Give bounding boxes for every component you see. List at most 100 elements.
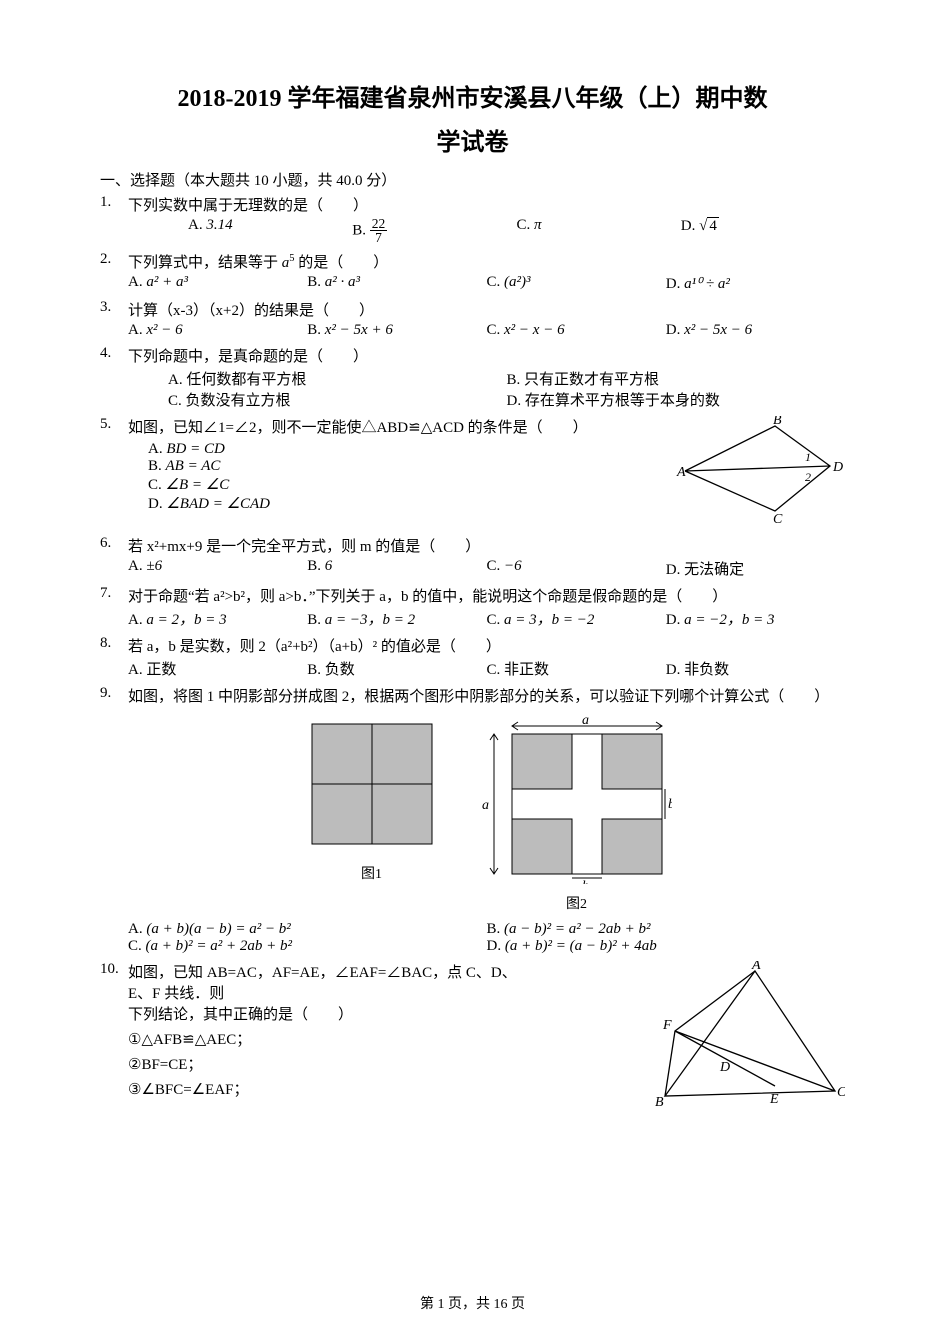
svg-text:1: 1 bbox=[805, 450, 811, 464]
q9-fig1: 图1 bbox=[302, 714, 442, 913]
q3-optA: A. x² − 6 bbox=[128, 322, 307, 339]
svg-text:D: D bbox=[719, 1060, 730, 1075]
svg-text:E: E bbox=[769, 1092, 779, 1107]
q3-number: 3. bbox=[100, 299, 128, 341]
svg-text:D: D bbox=[832, 460, 843, 475]
q9-fig2: a a b bbox=[482, 714, 672, 913]
svg-text:B: B bbox=[655, 1095, 664, 1110]
svg-text:C: C bbox=[837, 1085, 845, 1100]
q9-optB: B. (a − b)² = a² − 2ab + b² bbox=[487, 921, 846, 938]
q1-optA: A. 3.14 bbox=[188, 217, 352, 245]
svg-text:A: A bbox=[676, 465, 686, 480]
q7-optB: B. a = −3，b = 2 bbox=[307, 608, 486, 629]
q3-stem: 计算（x-3）（x+2）的结果是（ ） bbox=[128, 299, 845, 320]
q9-body: 如图，将图 1 中阴影部分拼成图 2，根据两个图形中阴影部分的关系，可以验证下列… bbox=[128, 685, 845, 957]
q6-optA: A. ±6 bbox=[128, 558, 307, 579]
q1-optD: D. 4 bbox=[681, 217, 845, 245]
q7-optD: D. a = −2，b = 3 bbox=[666, 608, 845, 629]
q5-number: 5. bbox=[100, 416, 128, 531]
q7-stem: 对于命题“若 a²>b²，则 a>b．”下列关于 a，b 的值中，能说明这个命题… bbox=[128, 585, 845, 606]
q1-stem: 下列实数中属于无理数的是（ ） bbox=[128, 194, 845, 215]
q5-text: 如图，已知∠1=∠2，则不一定能使△ABD≌△ACD 的条件是（ ） A. BD… bbox=[128, 416, 675, 515]
q6-optD: D. 无法确定 bbox=[666, 558, 845, 579]
q10-number: 10. bbox=[100, 961, 128, 1116]
svg-text:C: C bbox=[773, 512, 783, 526]
question-3: 3. 计算（x-3）（x+2）的结果是（ ） A. x² − 6 B. x² −… bbox=[100, 299, 845, 341]
svg-text:b: b bbox=[582, 879, 589, 884]
q8-body: 若 a，b 是实数，则 2（a²+b²）（a+b）² 的值必是（ ） A. 正数… bbox=[128, 635, 845, 681]
q5-optB: B. AB = AC bbox=[148, 458, 675, 475]
svg-text:A: A bbox=[751, 961, 761, 973]
q8-stem: 若 a，b 是实数，则 2（a²+b²）（a+b）² 的值必是（ ） bbox=[128, 635, 845, 656]
question-5: 5. 如图，已知∠1=∠2，则不一定能使△ABD≌△ACD 的条件是（ ） A.… bbox=[100, 416, 845, 531]
q5-figure: A B D C 1 2 bbox=[675, 416, 845, 531]
q1-body: 下列实数中属于无理数的是（ ） A. 3.14 B. 227 C. π D. 4 bbox=[128, 194, 845, 247]
section-heading: 一、选择题（本大题共 10 小题，共 40.0 分） bbox=[100, 169, 845, 190]
q7-optA: A. a = 2，b = 3 bbox=[128, 608, 307, 629]
q10-s1: ①△AFB≌△AEC； bbox=[128, 1028, 645, 1049]
q5-optC: C. ∠B = ∠C bbox=[148, 475, 675, 494]
q6-optB: B. 6 bbox=[307, 558, 486, 579]
q4-optD: D. 存在算术平方根等于本身的数 bbox=[507, 389, 846, 410]
page-footer: 第 1 页，共 16 页 bbox=[0, 1293, 945, 1313]
svg-text:a: a bbox=[482, 798, 489, 813]
title-line2: 学试卷 bbox=[100, 124, 845, 162]
q6-stem: 若 x²+mx+9 是一个完全平方式，则 m 的值是（ ） bbox=[128, 535, 845, 556]
q10-stem3: 下列结论，其中正确的是（ ） bbox=[128, 1003, 645, 1024]
svg-text:a: a bbox=[582, 714, 589, 728]
q1-optC: C. π bbox=[517, 217, 681, 245]
q2-optA: A. a² + a³ bbox=[128, 274, 307, 293]
q7-body: 对于命题“若 a²>b²，则 a>b．”下列关于 a，b 的值中，能说明这个命题… bbox=[128, 585, 845, 631]
svg-text:B: B bbox=[773, 416, 782, 428]
q10-figure: A B C D E F bbox=[645, 961, 845, 1116]
q2-optB: B. a² · a³ bbox=[307, 274, 486, 293]
q8-number: 8. bbox=[100, 635, 128, 681]
q10-body: 如图，已知 AB=AC，AF=AE，∠EAF=∠BAC，点 C、D、 E、F 共… bbox=[128, 961, 845, 1116]
q6-body: 若 x²+mx+9 是一个完全平方式，则 m 的值是（ ） A. ±6 B. 6… bbox=[128, 535, 845, 581]
q9-optA: A. (a + b)(a − b) = a² − b² bbox=[128, 921, 487, 938]
q1-number: 1. bbox=[100, 194, 128, 247]
q3-optC: C. x² − x − 6 bbox=[487, 322, 666, 339]
q10-stem1: 如图，已知 AB=AC，AF=AE，∠EAF=∠BAC，点 C、D、 bbox=[128, 961, 645, 982]
question-4: 4. 下列命题中，是真命题的是（ ） A. 任何数都有平方根 B. 只有正数才有… bbox=[100, 345, 845, 412]
q4-optA: A. 任何数都有平方根 bbox=[168, 368, 507, 389]
question-6: 6. 若 x²+mx+9 是一个完全平方式，则 m 的值是（ ） A. ±6 B… bbox=[100, 535, 845, 581]
q7-number: 7. bbox=[100, 585, 128, 631]
question-10: 10. 如图，已知 AB=AC，AF=AE，∠EAF=∠BAC，点 C、D、 E… bbox=[100, 961, 845, 1116]
q3-optB: B. x² − 5x + 6 bbox=[307, 322, 486, 339]
q4-stem: 下列命题中，是真命题的是（ ） bbox=[128, 345, 845, 366]
q8-optA: A. 正数 bbox=[128, 658, 307, 679]
q5-stem: 如图，已知∠1=∠2，则不一定能使△ABD≌△ACD 的条件是（ ） bbox=[128, 416, 675, 437]
q9-stem: 如图，将图 1 中阴影部分拼成图 2，根据两个图形中阴影部分的关系，可以验证下列… bbox=[128, 685, 845, 706]
q2-optD: D. a¹⁰ ÷ a² bbox=[666, 274, 845, 293]
svg-text:F: F bbox=[662, 1018, 672, 1033]
q7-optC: C. a = 3，b = −2 bbox=[487, 608, 666, 629]
q9-optD: D. (a + b)² = (a − b)² + 4ab bbox=[487, 938, 846, 955]
q10-stem2: E、F 共线．则 bbox=[128, 982, 645, 1003]
q3-optD: D. x² − 5x − 6 bbox=[666, 322, 845, 339]
title-line1: 2018-2019 学年福建省泉州市安溪县八年级（上）期中数 bbox=[100, 80, 845, 118]
q9-optC: C. (a + b)² = a² + 2ab + b² bbox=[128, 938, 487, 955]
q2-stem: 下列算式中，结果等于 a5 的是（ ） bbox=[128, 251, 845, 272]
q5-optD: D. ∠BAD = ∠CAD bbox=[148, 494, 675, 513]
question-8: 8. 若 a，b 是实数，则 2（a²+b²）（a+b）² 的值必是（ ） A.… bbox=[100, 635, 845, 681]
q2-body: 下列算式中，结果等于 a5 的是（ ） A. a² + a³ B. a² · a… bbox=[128, 251, 845, 295]
q4-number: 4. bbox=[100, 345, 128, 412]
q4-optC: C. 负数没有立方根 bbox=[168, 389, 507, 410]
q8-optD: D. 非负数 bbox=[666, 658, 845, 679]
q5-body: 如图，已知∠1=∠2，则不一定能使△ABD≌△ACD 的条件是（ ） A. BD… bbox=[128, 416, 845, 531]
q10-s3: ③∠BFC=∠EAF； bbox=[128, 1078, 645, 1099]
q8-optC: C. 非正数 bbox=[487, 658, 666, 679]
question-9: 9. 如图，将图 1 中阴影部分拼成图 2，根据两个图形中阴影部分的关系，可以验… bbox=[100, 685, 845, 957]
q4-optB: B. 只有正数才有平方根 bbox=[507, 368, 846, 389]
q8-optB: B. 负数 bbox=[307, 658, 486, 679]
question-7: 7. 对于命题“若 a²>b²，则 a>b．”下列关于 a，b 的值中，能说明这… bbox=[100, 585, 845, 631]
question-1: 1. 下列实数中属于无理数的是（ ） A. 3.14 B. 227 C. π D… bbox=[100, 194, 845, 247]
page: 2018-2019 学年福建省泉州市安溪县八年级（上）期中数 学试卷 一、选择题… bbox=[0, 0, 945, 1337]
svg-text:2: 2 bbox=[805, 470, 811, 484]
q6-number: 6. bbox=[100, 535, 128, 581]
q10-text: 如图，已知 AB=AC，AF=AE，∠EAF=∠BAC，点 C、D、 E、F 共… bbox=[128, 961, 645, 1099]
q10-s2: ②BF=CE； bbox=[128, 1053, 645, 1074]
q9-figures: 图1 a a bbox=[128, 714, 845, 913]
svg-text:b: b bbox=[668, 797, 672, 812]
